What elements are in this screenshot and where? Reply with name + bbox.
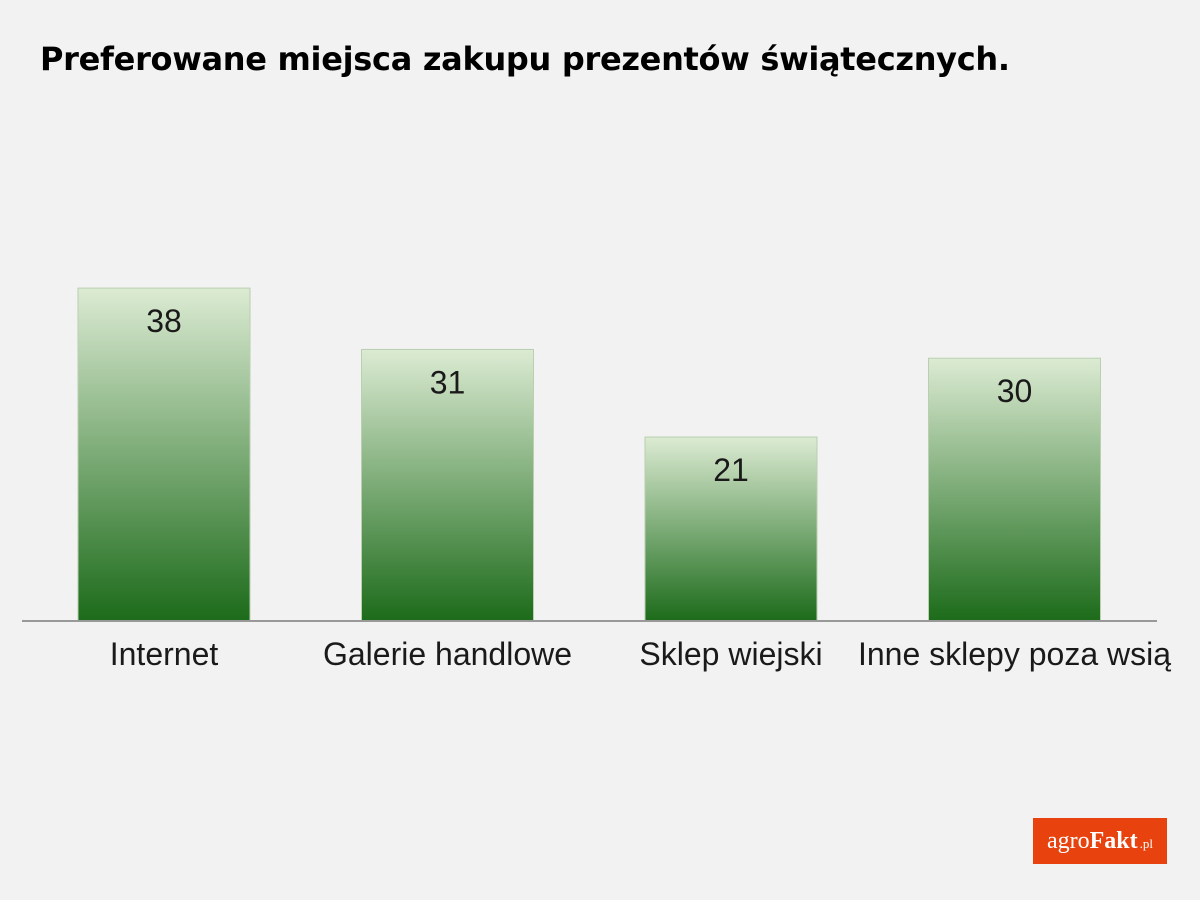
bar-value-label: 30 [997, 373, 1033, 409]
logo-text-agro: agro [1046, 827, 1090, 854]
category-labels: Internet Galerie handlowe Sklep wiejski Inn… [110, 636, 1171, 672]
category-label: Sklep wiejski [639, 636, 822, 672]
bars-group: 38 31 21 30 [77, 287, 1101, 622]
bar-3 [644, 436, 818, 622]
bar-2 [361, 348, 534, 622]
bar-1 [77, 287, 251, 622]
bar-value-label: 21 [713, 452, 749, 488]
category-label: Internet [110, 636, 219, 672]
logo-text-pl: .pl [1139, 836, 1154, 851]
bar-value-label: 38 [146, 303, 182, 339]
chart-title: Preferowane miejsca zakupu prezentów świ… [40, 40, 1010, 78]
bar-4 [928, 357, 1101, 622]
category-label: Inne sklepy poza wsią [858, 636, 1171, 672]
agrofakt-logo: agro Fakt .pl [1033, 818, 1167, 864]
bar-value-label: 31 [430, 364, 466, 400]
category-label: Galerie handlowe [323, 636, 572, 672]
logo-text-fakt: Fakt [1089, 827, 1138, 854]
